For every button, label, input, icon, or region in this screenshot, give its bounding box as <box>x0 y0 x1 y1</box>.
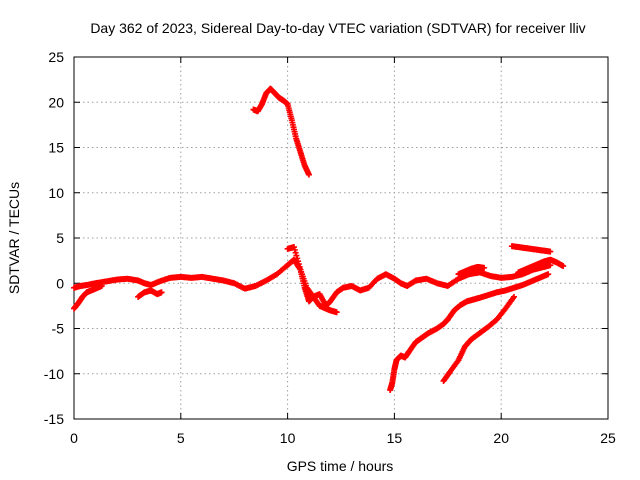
data-point <box>305 171 312 178</box>
y-tick-label: 25 <box>48 49 64 65</box>
data-point <box>296 263 303 270</box>
series-2 <box>71 282 105 312</box>
data-point <box>295 258 302 265</box>
data-point <box>294 255 301 262</box>
y-tick-label: -10 <box>44 366 64 382</box>
y-tick-label: -15 <box>44 411 64 427</box>
data-point <box>560 263 567 270</box>
x-tick-label: 0 <box>70 430 78 446</box>
data-point <box>511 293 518 300</box>
y-tick-label: 15 <box>48 140 64 156</box>
data-point <box>291 244 298 251</box>
series-8 <box>440 293 518 384</box>
data-point <box>481 264 488 271</box>
series-3 <box>135 287 165 300</box>
data-point <box>333 309 340 316</box>
y-tick-label: 5 <box>56 230 64 246</box>
x-tick-label: 5 <box>177 430 185 446</box>
x-tick-label: 10 <box>280 430 296 446</box>
data-point <box>295 261 302 268</box>
chart-title: Day 362 of 2023, Sidereal Day-to-day VTE… <box>90 20 585 36</box>
data-point <box>547 248 554 255</box>
series-4 <box>284 244 340 316</box>
data-point <box>545 271 552 278</box>
y-tick-label: 10 <box>48 185 64 201</box>
x-axis-label: GPS time / hours <box>287 458 394 474</box>
data-point <box>547 262 554 269</box>
data-point <box>158 289 165 296</box>
x-tick-label: 25 <box>600 430 616 446</box>
series-7 <box>444 271 552 323</box>
y-tick-label: -5 <box>52 321 65 337</box>
x-tick-label: 20 <box>493 430 509 446</box>
data-point <box>291 246 298 253</box>
data-point <box>98 282 105 289</box>
series-9 <box>508 243 554 255</box>
data-points <box>71 85 567 394</box>
series-6 <box>387 316 451 394</box>
series-10 <box>455 263 488 278</box>
data-point <box>292 249 299 256</box>
y-axis-label: SDTVAR / TECUs <box>6 182 22 294</box>
series-11 <box>515 256 567 276</box>
grid-lines <box>74 57 608 419</box>
y-tick-label: 0 <box>56 275 64 291</box>
data-point <box>293 252 300 259</box>
y-tick-label: 20 <box>48 94 64 110</box>
x-tick-label: 15 <box>387 430 403 446</box>
x-axis-ticks: 0 5 10 15 20 25 <box>70 57 616 446</box>
y-axis-ticks: 25 20 15 10 5 0 -5 -10 -15 <box>44 49 608 427</box>
series-5 <box>250 85 312 178</box>
